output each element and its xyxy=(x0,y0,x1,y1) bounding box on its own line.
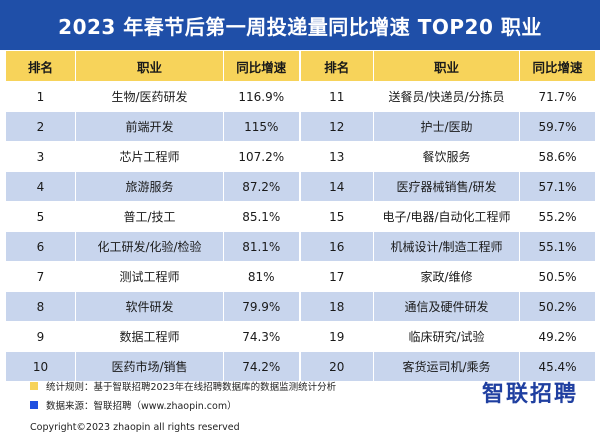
rank-cell: 19 xyxy=(298,321,374,352)
growth-cell: 59.7% xyxy=(519,111,596,142)
job-cell: 数据工程师 xyxy=(75,321,224,352)
note-source: 数据来源：智联招聘（www.zhaopin.com） xyxy=(30,398,237,412)
growth-cell: 81.1% xyxy=(223,231,300,262)
growth-cell: 49.2% xyxy=(519,321,596,352)
rank-cell: 5 xyxy=(5,201,76,232)
table-row: 4 旅游服务 87.2% 14 医疗器械销售/研发 57.1% xyxy=(5,171,596,202)
growth-cell: 115% xyxy=(223,111,300,142)
header-job: 职业 xyxy=(75,50,224,82)
rank-cell: 8 xyxy=(5,291,76,322)
job-cell: 前端开发 xyxy=(75,111,224,142)
growth-cell: 50.2% xyxy=(519,291,596,322)
growth-cell: 79.9% xyxy=(223,291,300,322)
zhaopin-logo: 智联招聘 xyxy=(481,382,578,407)
growth-cell: 87.2% xyxy=(223,171,300,202)
table-body: 1 生物/医药研发 116.9% 11 送餐员/快递员/分拣员 71.7% 2 前端开发 115… xyxy=(5,81,596,382)
footer: 统计规则：基于智联招聘2023年在线招聘数据库的数据监测统计分析 数据来源：智联… xyxy=(0,362,600,439)
copyright: Copyright©2023 zhaopin all rights reserv… xyxy=(30,422,240,433)
job-cell: 普工/技工 xyxy=(75,201,224,232)
page-title: 2023 年春节后第一周投递量同比增速 TOP20 职业 xyxy=(0,0,600,50)
ranking-table: 排名 职业 同比增速 排名 职业 同比增速 1 生物/医药研发 116.9% 11 送餐… xyxy=(5,50,596,382)
header-rank: 排名 xyxy=(5,50,76,82)
growth-cell: 58.6% xyxy=(519,141,596,172)
job-cell: 软件研发 xyxy=(75,291,224,322)
growth-cell: 45.4% xyxy=(519,351,596,382)
table-header-row: 排名 职业 同比增速 排名 职业 同比增速 xyxy=(5,50,596,82)
table-row: 7 测试工程师 81% 17 家政/维修 50.5% xyxy=(5,261,596,292)
header-growth: 同比增速 xyxy=(223,50,300,82)
rank-cell: 3 xyxy=(5,141,76,172)
growth-cell: 116.9% xyxy=(223,81,300,112)
rank-cell: 1 xyxy=(5,81,76,112)
table-row: 1 生物/医药研发 116.9% 11 送餐员/快递员/分拣员 71.7% xyxy=(5,81,596,112)
rank-cell: 18 xyxy=(298,291,374,322)
yellow-square-icon xyxy=(30,382,38,390)
job-cell: 送餐员/快递员/分拣员 xyxy=(373,81,520,112)
growth-cell: 55.1% xyxy=(519,231,596,262)
job-cell: 餐饮服务 xyxy=(373,141,520,172)
job-cell: 客货运司机/乘务 xyxy=(373,351,520,382)
job-cell: 芯片工程师 xyxy=(75,141,224,172)
job-cell: 家政/维修 xyxy=(373,261,520,292)
rank-cell: 9 xyxy=(5,321,76,352)
table-row: 3 芯片工程师 107.2% 13 餐饮服务 58.6% xyxy=(5,141,596,172)
rank-cell: 6 xyxy=(5,231,76,262)
rank-cell: 11 xyxy=(298,81,374,112)
table-row: 10 医药市场/销售 74.2% 20 客货运司机/乘务 45.4% xyxy=(5,351,596,382)
job-cell: 通信及硬件研发 xyxy=(373,291,520,322)
rank-cell: 10 xyxy=(5,351,76,382)
table-row: 8 软件研发 79.9% 18 通信及硬件研发 50.2% xyxy=(5,291,596,322)
rank-cell: 17 xyxy=(298,261,374,292)
growth-cell: 107.2% xyxy=(223,141,300,172)
rank-cell: 16 xyxy=(298,231,374,262)
note-stats: 统计规则：基于智联招聘2023年在线招聘数据库的数据监测统计分析 xyxy=(30,379,336,393)
header-job: 职业 xyxy=(373,50,520,82)
table-row: 2 前端开发 115% 12 护士/医助 59.7% xyxy=(5,111,596,142)
job-cell: 护士/医助 xyxy=(373,111,520,142)
growth-cell: 85.1% xyxy=(223,201,300,232)
job-cell: 医疗器械销售/研发 xyxy=(373,171,520,202)
rank-cell: 14 xyxy=(298,171,374,202)
growth-cell: 74.2% xyxy=(223,351,300,382)
growth-cell: 50.5% xyxy=(519,261,596,292)
table-row: 6 化工研发/化验/检验 81.1% 16 机械设计/制造工程师 55.1% xyxy=(5,231,596,262)
rank-cell: 7 xyxy=(5,261,76,292)
growth-cell: 57.1% xyxy=(519,171,596,202)
table-row: 5 普工/技工 85.1% 15 电子/电器/自动化工程师 55.2% xyxy=(5,201,596,232)
growth-cell: 55.2% xyxy=(519,201,596,232)
blue-square-icon xyxy=(30,401,38,409)
table-row: 9 数据工程师 74.3% 19 临床研究/试验 49.2% xyxy=(5,321,596,352)
job-cell: 机械设计/制造工程师 xyxy=(373,231,520,262)
job-cell: 生物/医药研发 xyxy=(75,81,224,112)
rank-cell: 4 xyxy=(5,171,76,202)
job-cell: 临床研究/试验 xyxy=(373,321,520,352)
growth-cell: 81% xyxy=(223,261,300,292)
job-cell: 测试工程师 xyxy=(75,261,224,292)
note-stats-text: 统计规则：基于智联招聘2023年在线招聘数据库的数据监测统计分析 xyxy=(46,382,337,393)
rank-cell: 2 xyxy=(5,111,76,142)
job-cell: 旅游服务 xyxy=(75,171,224,202)
rank-cell: 12 xyxy=(298,111,374,142)
note-source-text: 数据来源：智联招聘（www.zhaopin.com） xyxy=(46,401,237,412)
rank-cell: 13 xyxy=(298,141,374,172)
growth-cell: 74.3% xyxy=(223,321,300,352)
rank-cell: 15 xyxy=(298,201,374,232)
job-cell: 化工研发/化验/检验 xyxy=(75,231,224,262)
header-rank: 排名 xyxy=(298,50,374,82)
header-growth: 同比增速 xyxy=(519,50,596,82)
growth-cell: 71.7% xyxy=(519,81,596,112)
job-cell: 电子/电器/自动化工程师 xyxy=(373,201,520,232)
